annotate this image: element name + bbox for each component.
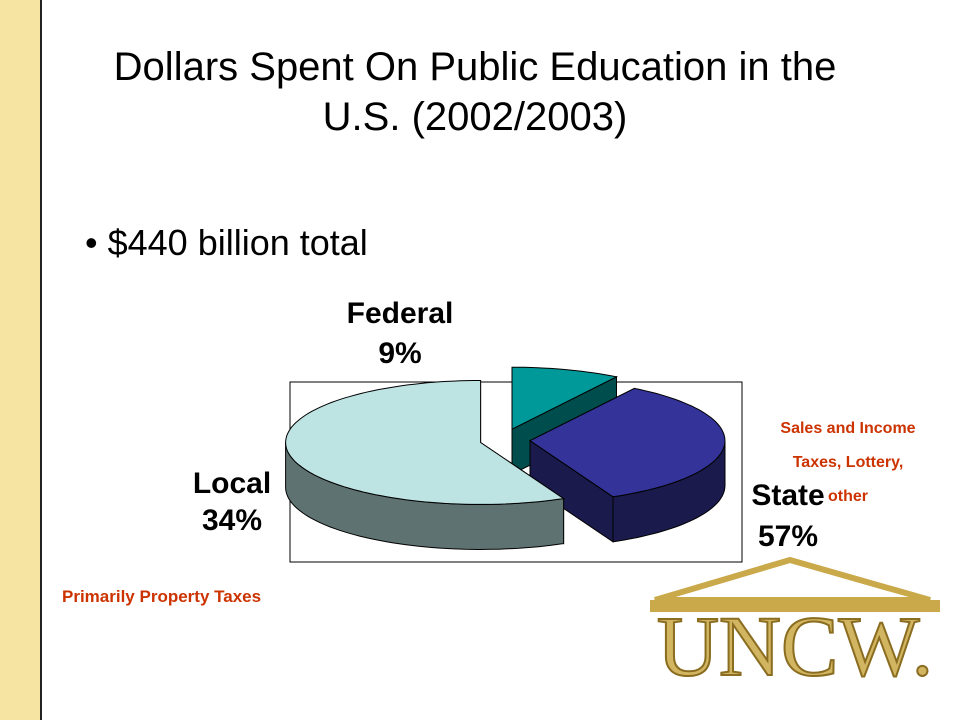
slice (511, 366, 619, 431)
logo: UNCW. (650, 556, 940, 695)
chart-title: Dollars Spent On Public Education in the… (113, 45, 837, 139)
slice (285, 380, 565, 505)
logo-text: UNCW. (657, 598, 933, 694)
slice-label: Federal (347, 297, 454, 330)
value-label: 57% (758, 520, 818, 553)
bullet: • $440 billion total (85, 222, 368, 263)
slice (529, 387, 726, 498)
value-label: 34% (202, 504, 262, 537)
subtitle: $440 billion total (107, 222, 368, 263)
side-stripe (0, 0, 42, 720)
slice-label: Local (193, 467, 271, 500)
slice-label: State (751, 479, 824, 512)
annotation: Primarily Property Taxes (62, 587, 262, 606)
annotation: Sales and Income Taxes, Lottery, other (780, 420, 916, 505)
value-label: 9% (378, 337, 421, 370)
